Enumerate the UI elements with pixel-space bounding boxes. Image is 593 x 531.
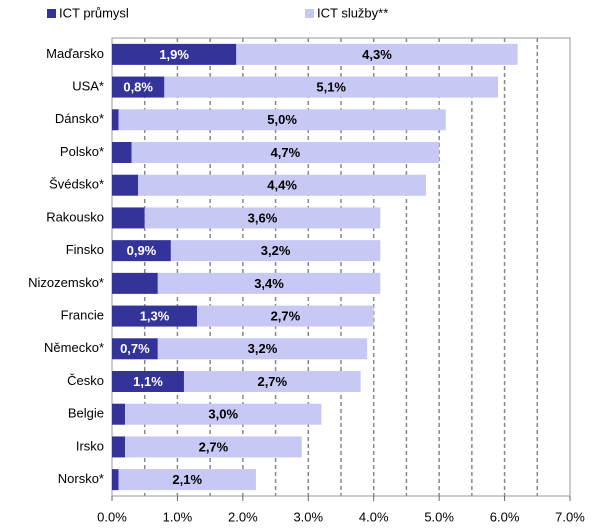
bar-segment [112, 240, 171, 262]
value-label: 3,6% [248, 210, 278, 225]
value-label: 2,7% [199, 439, 229, 454]
x-tick-label: 6.0% [490, 509, 520, 524]
value-label: 1,1% [133, 374, 163, 389]
x-tick-label: 1.0% [163, 509, 193, 524]
value-label: 1,9% [159, 47, 189, 62]
bar-segment [112, 371, 184, 392]
value-label: 2,7% [257, 374, 287, 389]
value-label: 3,2% [261, 243, 291, 258]
y-tick-label: Norsko* [58, 471, 104, 486]
x-tick-label: 4.0% [359, 509, 389, 524]
bar-segment [112, 174, 139, 196]
bar-segment [138, 174, 427, 196]
bar-segment [112, 142, 132, 163]
bar-segment [112, 76, 165, 98]
value-label: 4,3% [362, 47, 392, 62]
bar-segment [112, 338, 158, 360]
x-tick-label: 3.0% [293, 509, 323, 524]
value-label: 0,9% [127, 243, 157, 258]
y-tick-label: Finsko [66, 242, 104, 257]
value-label: 2,7% [271, 309, 301, 324]
x-tick-label: 2.0% [228, 509, 258, 524]
plot-border [111, 37, 571, 497]
bar-segment [112, 403, 126, 425]
bar-segment [164, 76, 499, 98]
value-label: 2,1% [172, 472, 202, 487]
y-tick-label: Dánsko* [55, 111, 104, 126]
legend-label: ICT služby** [317, 5, 388, 20]
bar-segment [112, 436, 126, 458]
value-label: 0,7% [120, 341, 150, 356]
bar-segment [112, 109, 119, 131]
bar-segment [170, 240, 381, 262]
bar-segment [131, 142, 440, 163]
value-label: 3,2% [248, 341, 278, 356]
bar-segment [125, 436, 302, 458]
y-tick-label: Švédsko* [49, 177, 104, 192]
x-tick-label: 7.0% [555, 509, 585, 524]
x-tick-label: 0.0% [97, 509, 127, 524]
bar-segment [144, 207, 381, 229]
value-label: 4,4% [267, 178, 297, 193]
y-tick-label: Nizozemsko* [28, 275, 104, 290]
bar-segment [112, 305, 198, 327]
y-tick-label: Polsko* [60, 144, 104, 159]
y-tick-label: Francie [61, 308, 104, 323]
value-label: 5,1% [316, 80, 346, 95]
legend-label: ICT průmysl [59, 5, 129, 20]
value-label: 4,7% [271, 145, 301, 160]
x-tick-label: 5.0% [424, 509, 454, 524]
y-tick-label: Belgie [68, 406, 104, 421]
bar-segment [125, 403, 322, 425]
bar-segment [112, 207, 145, 229]
bar-segment [118, 109, 446, 131]
y-tick-label: Česko [67, 373, 104, 388]
bar-segment [183, 371, 361, 392]
value-label: 3,4% [254, 276, 284, 291]
value-label: 5,0% [267, 112, 297, 127]
y-tick-label: USA* [72, 79, 104, 94]
legend-swatch [47, 9, 56, 18]
value-label: 0,8% [123, 80, 153, 95]
legend-swatch [305, 9, 314, 18]
y-tick-label: Německo* [44, 340, 104, 355]
y-tick-label: Maďarsko [46, 46, 104, 61]
bar-segment [197, 305, 374, 327]
bar-segment [236, 43, 518, 65]
y-tick-label: Irsko [76, 438, 104, 453]
bar-segment [157, 338, 368, 360]
y-tick-label: Rakousko [46, 209, 104, 224]
value-label: 1,3% [140, 309, 170, 324]
bar-segment [112, 469, 119, 491]
bar-segment [157, 272, 381, 294]
bar-segment [112, 43, 237, 65]
bar-segment [112, 272, 158, 294]
bar-segment [118, 469, 256, 491]
value-label: 3,0% [208, 407, 238, 422]
